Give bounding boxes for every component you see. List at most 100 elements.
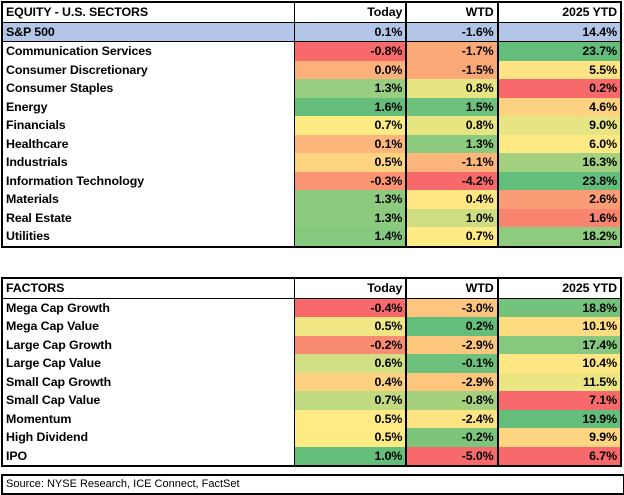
col-header-wtd: WTD bbox=[406, 278, 499, 299]
row-label: Mega Cap Growth bbox=[2, 298, 296, 317]
row-label: Financials bbox=[2, 116, 296, 135]
row-label: Materials bbox=[2, 190, 296, 209]
cell-today: 0.7% bbox=[294, 116, 408, 135]
table-row: Materials 1.3% 0.4% 2.6% bbox=[2, 190, 621, 209]
source-note: Source: NYSE Research, ICE Connect, Fact… bbox=[1, 474, 624, 495]
cell-ytd: 16.3% bbox=[497, 153, 621, 172]
cell-today: 1.6% bbox=[294, 97, 408, 116]
cell-today: 1.3% bbox=[294, 79, 408, 98]
cell-wtd: -2.4% bbox=[406, 409, 499, 428]
cell-today: 1.4% bbox=[294, 227, 408, 247]
cell-wtd: -1.5% bbox=[406, 60, 499, 79]
cell-today: 0.0% bbox=[294, 60, 408, 79]
cell-ytd: 11.5% bbox=[497, 372, 621, 391]
cell-today: 0.7% bbox=[294, 391, 408, 410]
cell-ytd: 19.9% bbox=[497, 409, 621, 428]
cell-ytd: 17.4% bbox=[497, 335, 621, 354]
row-label: Information Technology bbox=[2, 171, 296, 190]
cell-wtd: 1.3% bbox=[406, 134, 499, 153]
row-label: Large Cap Growth bbox=[2, 335, 296, 354]
table-row: Real Estate 1.3% 1.0% 1.6% bbox=[2, 208, 621, 227]
cell-wtd: 0.4% bbox=[406, 190, 499, 209]
cell-today: -0.4% bbox=[294, 298, 408, 317]
col-header-ytd: 2025 YTD bbox=[497, 278, 621, 299]
benchmark-ytd: 14.4% bbox=[497, 22, 621, 42]
cell-today: 0.4% bbox=[294, 372, 408, 391]
cell-wtd: -4.2% bbox=[406, 171, 499, 190]
cell-wtd: -3.0% bbox=[406, 298, 499, 317]
cell-today: 0.5% bbox=[294, 428, 408, 447]
col-header-today: Today bbox=[294, 2, 408, 23]
table-row: Large Cap Value 0.6% -0.1% 10.4% bbox=[2, 354, 621, 373]
benchmark-name: S&P 500 bbox=[2, 22, 296, 42]
cell-ytd: 6.0% bbox=[497, 134, 621, 153]
table-row: Small Cap Growth 0.4% -2.9% 11.5% bbox=[2, 372, 621, 391]
row-label: High Dividend bbox=[2, 428, 296, 447]
cell-today: 0.1% bbox=[294, 134, 408, 153]
row-label: IPO bbox=[2, 446, 296, 466]
cell-today: 0.5% bbox=[294, 317, 408, 336]
col-header-wtd: WTD bbox=[406, 2, 499, 23]
table-row: Consumer Staples 1.3% 0.8% 0.2% bbox=[2, 79, 621, 98]
cell-ytd: 9.9% bbox=[497, 428, 621, 447]
table-row: Healthcare 0.1% 1.3% 6.0% bbox=[2, 134, 621, 153]
cell-wtd: 1.0% bbox=[406, 208, 499, 227]
cell-ytd: 23.7% bbox=[497, 41, 621, 61]
cell-wtd: -1.1% bbox=[406, 153, 499, 172]
cell-ytd: 10.4% bbox=[497, 354, 621, 373]
cell-wtd: -5.0% bbox=[406, 446, 499, 466]
cell-today: 1.3% bbox=[294, 208, 408, 227]
cell-wtd: 0.8% bbox=[406, 79, 499, 98]
cell-today: 1.3% bbox=[294, 190, 408, 209]
table-row: Small Cap Value 0.7% -0.8% 7.1% bbox=[2, 391, 621, 410]
cell-today: 0.6% bbox=[294, 354, 408, 373]
cell-ytd: 4.6% bbox=[497, 97, 621, 116]
cell-wtd: 0.7% bbox=[406, 227, 499, 247]
table-row: Industrials 0.5% -1.1% 16.3% bbox=[2, 153, 621, 172]
cell-wtd: -0.2% bbox=[406, 428, 499, 447]
table-row: High Dividend 0.5% -0.2% 9.9% bbox=[2, 428, 621, 447]
factors-title: FACTORS bbox=[2, 278, 296, 299]
cell-wtd: -1.7% bbox=[406, 41, 499, 61]
row-label: Consumer Discretionary bbox=[2, 60, 296, 79]
cell-today: 0.5% bbox=[294, 153, 408, 172]
row-label: Large Cap Value bbox=[2, 354, 296, 373]
table-row: Financials 0.7% 0.8% 9.0% bbox=[2, 116, 621, 135]
row-label: Utilities bbox=[2, 227, 296, 247]
table-row: Large Cap Growth -0.2% -2.9% 17.4% bbox=[2, 335, 621, 354]
cell-ytd: 23.8% bbox=[497, 171, 621, 190]
cell-ytd: 18.8% bbox=[497, 298, 621, 317]
cell-ytd: 1.6% bbox=[497, 208, 621, 227]
cell-today: -0.3% bbox=[294, 171, 408, 190]
table-row: Momentum 0.5% -2.4% 19.9% bbox=[2, 409, 621, 428]
table-row: Mega Cap Growth -0.4% -3.0% 18.8% bbox=[2, 298, 621, 317]
benchmark-today: 0.1% bbox=[294, 22, 408, 42]
row-label: Mega Cap Value bbox=[2, 317, 296, 336]
cell-ytd: 9.0% bbox=[497, 116, 621, 135]
cell-wtd: 0.2% bbox=[406, 317, 499, 336]
cell-wtd: 1.5% bbox=[406, 97, 499, 116]
table-row: IPO 1.0% -5.0% 6.7% bbox=[2, 446, 621, 466]
cell-ytd: 7.1% bbox=[497, 391, 621, 410]
benchmark-wtd: -1.6% bbox=[406, 22, 499, 42]
row-label: Communication Services bbox=[2, 41, 296, 61]
cell-wtd: -0.8% bbox=[406, 391, 499, 410]
col-header-today: Today bbox=[294, 278, 408, 299]
cell-ytd: 0.2% bbox=[497, 79, 621, 98]
cell-wtd: -2.9% bbox=[406, 372, 499, 391]
cell-wtd: 0.8% bbox=[406, 116, 499, 135]
table-row: Information Technology -0.3% -4.2% 23.8% bbox=[2, 171, 621, 190]
cell-ytd: 5.5% bbox=[497, 60, 621, 79]
table-row: Mega Cap Value 0.5% 0.2% 10.1% bbox=[2, 317, 621, 336]
cell-wtd: -2.9% bbox=[406, 335, 499, 354]
table-row: Consumer Discretionary 0.0% -1.5% 5.5% bbox=[2, 60, 621, 79]
sectors-header-row: EQUITY - U.S. SECTORS Today WTD 2025 YTD bbox=[2, 2, 621, 23]
factors-header-row: FACTORS Today WTD 2025 YTD bbox=[2, 278, 621, 299]
cell-today: 1.0% bbox=[294, 446, 408, 466]
cell-today: 0.5% bbox=[294, 409, 408, 428]
factors-table: FACTORS Today WTD 2025 YTD Mega Cap Grow… bbox=[1, 277, 622, 467]
row-label: Industrials bbox=[2, 153, 296, 172]
benchmark-row: S&P 500 0.1% -1.6% 14.4% bbox=[2, 22, 621, 42]
row-label: Momentum bbox=[2, 409, 296, 428]
cell-ytd: 2.6% bbox=[497, 190, 621, 209]
